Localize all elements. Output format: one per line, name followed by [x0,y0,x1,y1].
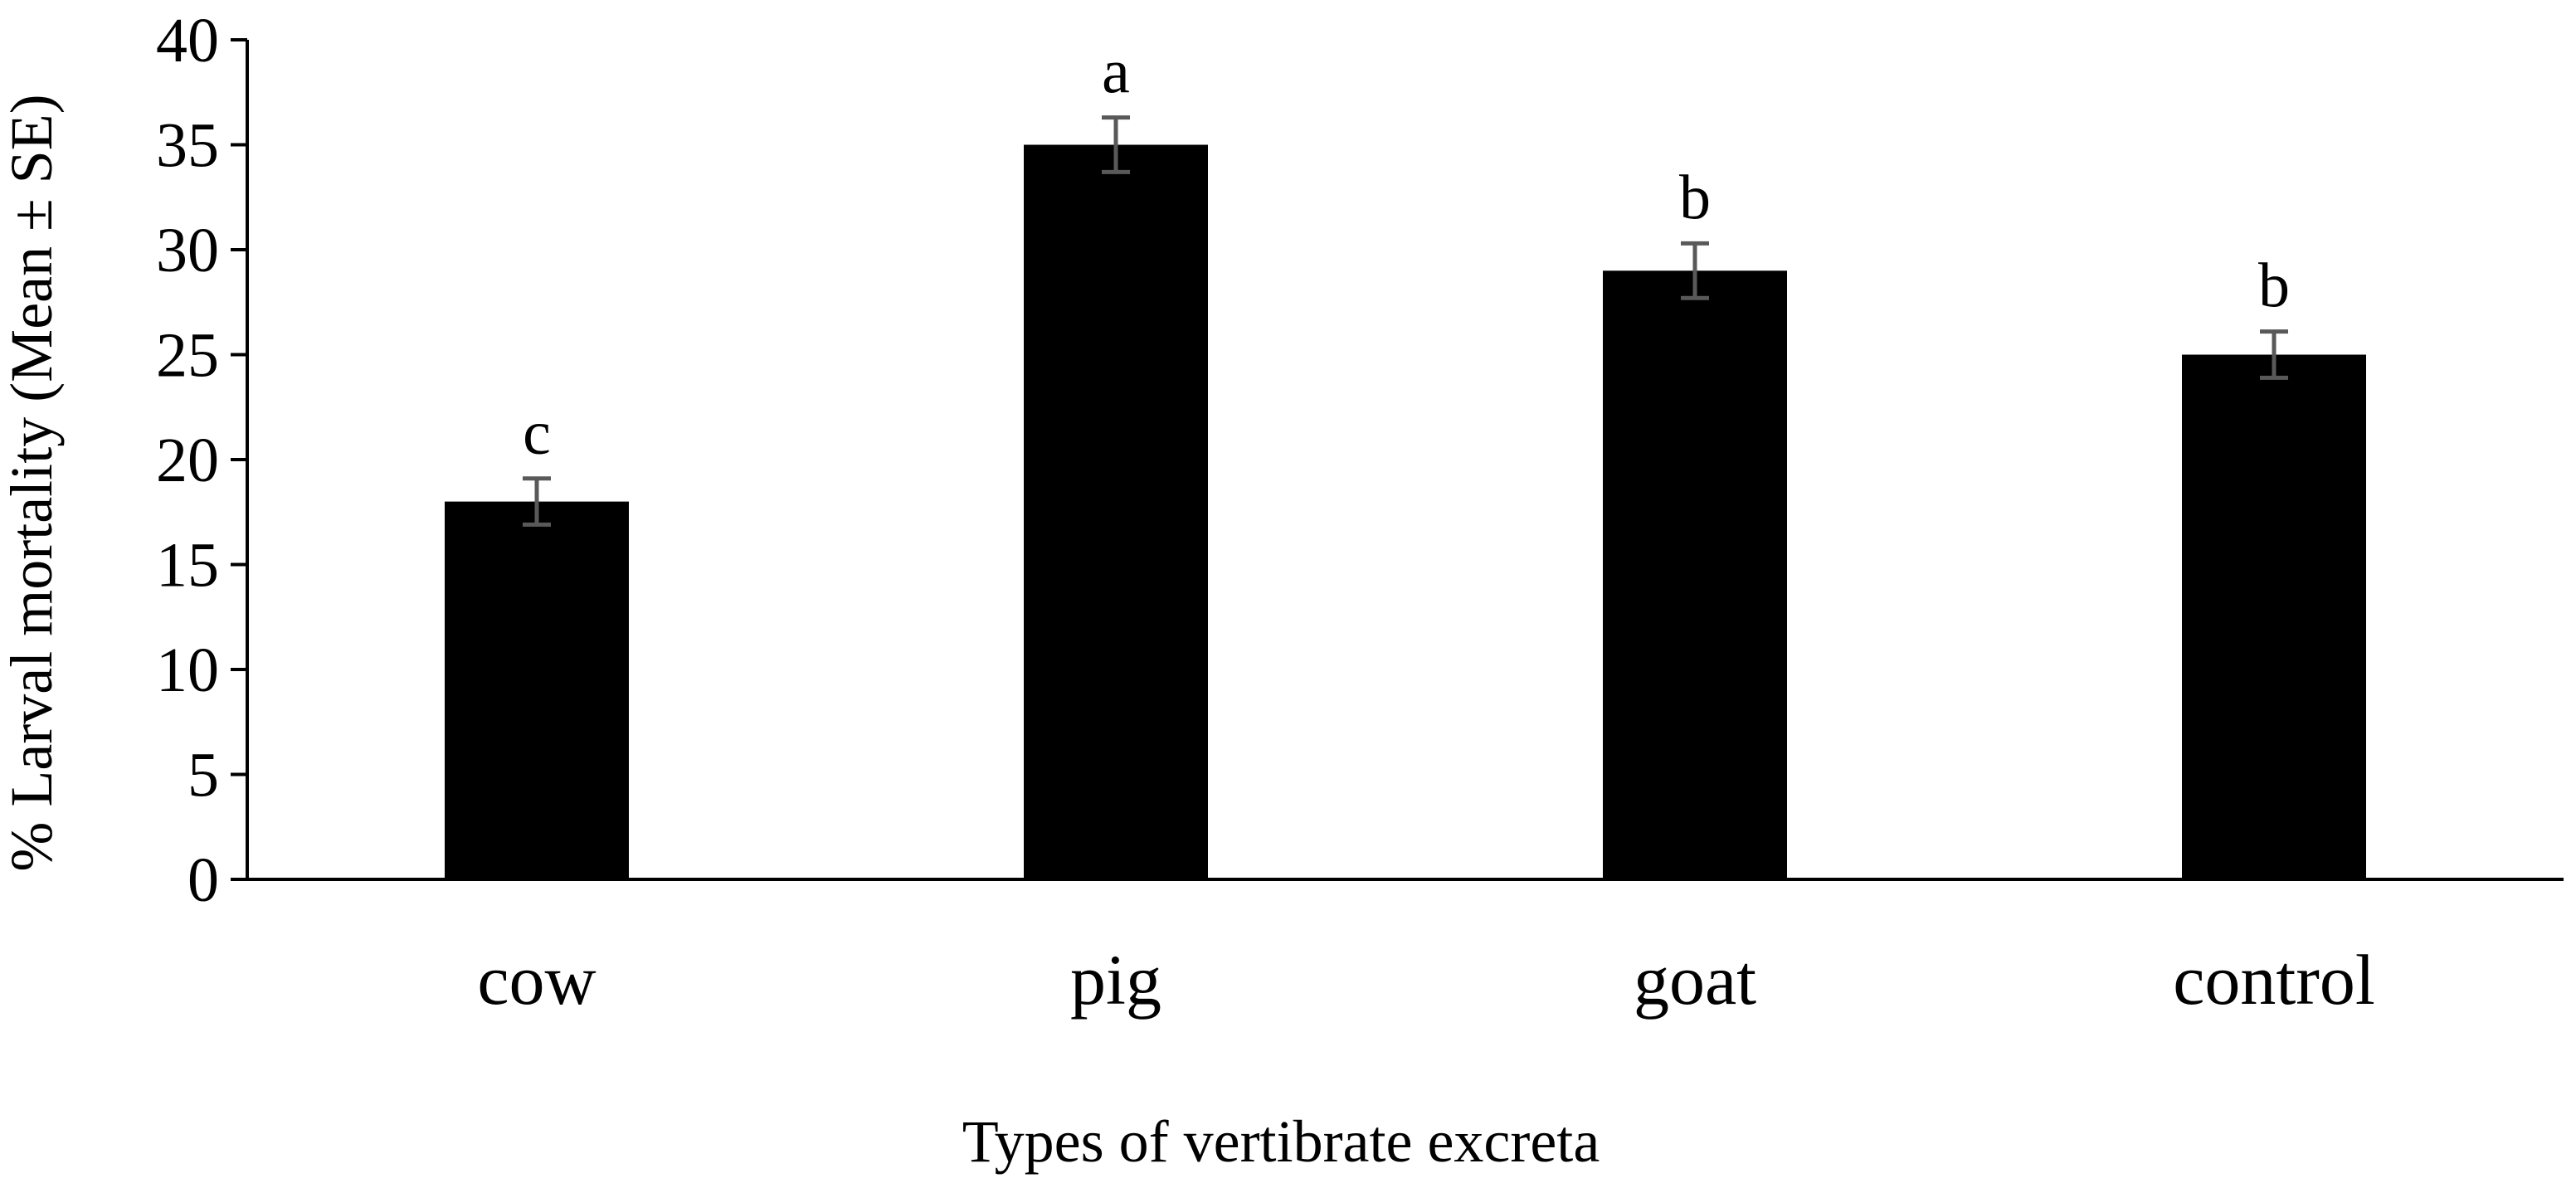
y-tick-label: 35 [156,111,219,181]
category-label-cow: cow [477,940,596,1020]
y-ticks-layer: 0 5 10 15 20 25 30 35 40 [156,6,247,915]
y-tick-label: 0 [187,845,219,915]
bars-layer [445,144,2366,879]
category-label-pig: pig [1070,940,1161,1020]
y-axis-title: % Larval mortality (Mean ± SE) [0,94,65,871]
category-label-goat: goat [1634,940,1756,1020]
error-bars-layer [523,115,2288,527]
y-tick-label: 15 [156,531,219,601]
bar-control [2182,354,2366,879]
significance-letter-pig: a [1102,37,1130,107]
bar-cow [445,501,629,879]
y-tick-label: 20 [156,426,219,495]
y-tick-label: 40 [156,6,219,75]
significance-letter-cow: c [523,398,551,468]
bar-pig [1024,144,1208,879]
significance-letter-control: b [2258,251,2290,321]
bar-goat [1603,270,1787,879]
category-label-control: control [2173,940,2375,1020]
y-tick-label: 30 [156,216,219,285]
labels-layer: c cow a pig b goat b control [477,37,2374,1020]
y-tick-label: 10 [156,635,219,705]
significance-letter-goat: b [1679,163,1711,232]
x-axis-title: Types of vertibrate excreta [962,1108,1600,1175]
y-tick-label: 25 [156,321,219,391]
y-tick-label: 5 [187,741,219,811]
